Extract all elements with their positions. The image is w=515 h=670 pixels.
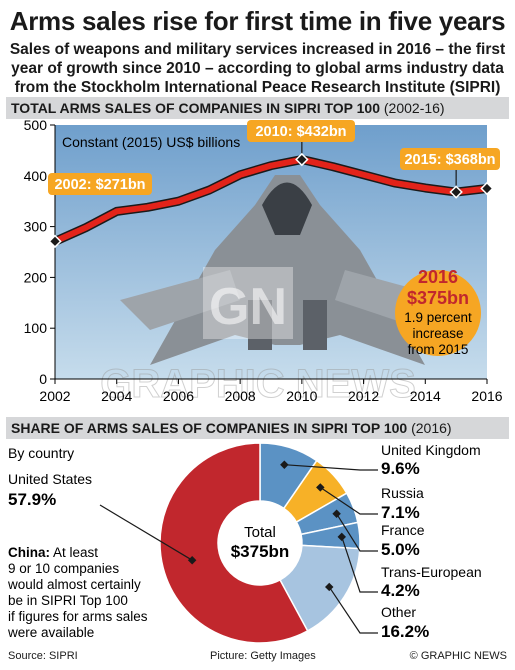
pie-value-other: 16.2% — [381, 622, 429, 641]
picture-credit: Picture: Getty Images — [210, 650, 316, 662]
watermark-logo-box — [203, 267, 293, 339]
highlight-circle — [395, 270, 481, 356]
highlight-year: 2016 — [418, 267, 458, 287]
x-tick-label: 2012 — [348, 388, 379, 404]
pie-value-trans-european: 4.2% — [381, 581, 420, 600]
fighter-jet-photo — [120, 175, 455, 365]
y-tick-label: 200 — [24, 269, 48, 285]
data-point-marker — [449, 185, 463, 199]
x-tick-label: 2014 — [410, 388, 441, 404]
data-point-marker — [48, 234, 62, 249]
callout-box — [247, 120, 355, 142]
callout-label: 2010: $432bn — [255, 124, 346, 140]
callout-box — [400, 148, 500, 170]
y-tick-label: 0 — [39, 371, 47, 387]
source-note: Source: SIPRI — [8, 650, 78, 662]
pie-leader-line — [328, 586, 378, 634]
page-subtitle: Sales of weapons and military services i… — [9, 41, 506, 96]
y-tick-label: 300 — [24, 219, 48, 235]
china-note-line4: be in SIPRI Top 100 — [8, 593, 128, 608]
pie-value-russia: 7.1% — [381, 503, 420, 522]
highlight-line-2: increase — [412, 326, 463, 341]
x-tick-label: 2006 — [163, 388, 194, 404]
pie-leader-line — [284, 464, 378, 471]
pie-value-united-states: 57.9% — [8, 490, 56, 509]
pie-leader-marker — [187, 555, 197, 565]
pie-label-other: Other — [381, 604, 416, 620]
jet-intake-left — [248, 300, 272, 350]
pie-slice — [278, 544, 361, 632]
pie-chart-heading: SHARE OF ARMS SALES OF COMPANIES IN SIPR… — [11, 420, 408, 436]
pie-label-trans-european: Trans-European — [381, 564, 482, 580]
pie-leader-marker — [332, 509, 341, 519]
pie-label-russia: Russia — [381, 485, 424, 501]
china-note-label: China: — [8, 545, 50, 560]
jet-wings — [120, 270, 455, 330]
pie-slice — [300, 521, 361, 550]
pie-slice — [282, 459, 348, 524]
highlight-line-3: from 2015 — [408, 342, 469, 357]
pie-leader-marker — [316, 483, 325, 492]
donut-center-value: $375bn — [231, 542, 290, 561]
pie-value-united-kingdom: 9.6% — [381, 459, 420, 478]
pie-chart-heading-note: (2016) — [411, 420, 452, 436]
callout-label: 2002: $271bn — [54, 177, 145, 193]
pie-slice — [259, 442, 318, 510]
line-chart-heading-note: (2002-16) — [383, 100, 445, 116]
china-note-line-1: China: At least — [8, 545, 98, 560]
line-chart-heading-band: TOTAL ARMS SALES OF COMPANIES IN SIPRI T… — [6, 97, 509, 119]
watermark-logo: GN — [209, 278, 287, 336]
pie-value-france: 5.0% — [381, 540, 420, 559]
y-axis-unit-label: Constant (2015) US$ billions — [62, 134, 240, 150]
china-note-line2: 9 or 10 companies — [8, 561, 119, 576]
page-title: Arms sales rise for first time in five y… — [9, 6, 506, 36]
series-line — [53, 156, 488, 245]
pie-leader-marker — [324, 582, 334, 592]
x-tick-label: 2002 — [39, 388, 70, 404]
donut-center-label: Total — [244, 524, 276, 541]
china-note-line3: would almost certainly — [7, 577, 141, 592]
pie-chart-heading-band: SHARE OF ARMS SALES OF COMPANIES IN SIPR… — [6, 417, 509, 439]
data-point-marker — [480, 181, 494, 196]
pie-leader-line — [99, 504, 193, 561]
data-point-marker — [295, 152, 309, 167]
x-tick-label: 2016 — [471, 388, 502, 404]
y-tick-label: 100 — [24, 320, 48, 336]
y-tick-label: 400 — [24, 168, 48, 184]
highlight-value: $375bn — [407, 288, 469, 308]
line-chart-heading: TOTAL ARMS SALES OF COMPANIES IN SIPRI T… — [11, 100, 380, 116]
pie-label-united-states: United States — [8, 471, 92, 487]
jet-body — [150, 175, 425, 365]
x-tick-label: 2004 — [101, 388, 132, 404]
y-tick-label: 500 — [24, 117, 48, 133]
pie-slice — [159, 442, 309, 644]
pie-label-united-kingdom: United Kingdom — [381, 442, 481, 458]
by-country-label: By country — [8, 445, 74, 461]
graphic-news-credit: © GRAPHIC NEWS — [409, 650, 507, 662]
x-tick-label: 2010 — [286, 388, 317, 404]
x-tick-label: 2008 — [225, 388, 256, 404]
highlight-line-1: 1.9 percent — [404, 310, 472, 325]
jet-intake-right — [303, 300, 327, 350]
pie-leader-line — [336, 513, 378, 552]
callout-label: 2015: $368bn — [404, 152, 495, 168]
pie-label-france: France — [381, 522, 425, 538]
pie-slice — [295, 492, 359, 536]
china-note-line6: were available — [7, 625, 94, 640]
jet-canopy — [262, 182, 312, 235]
china-note-text: At least — [50, 545, 98, 560]
pie-leader-line — [319, 486, 378, 515]
pie-leader-marker — [337, 532, 347, 542]
callout-box — [48, 173, 152, 195]
pie-leader-line — [341, 536, 378, 593]
china-note-line5: if figures for arms sales — [8, 609, 148, 624]
pie-leader-marker — [280, 460, 289, 469]
